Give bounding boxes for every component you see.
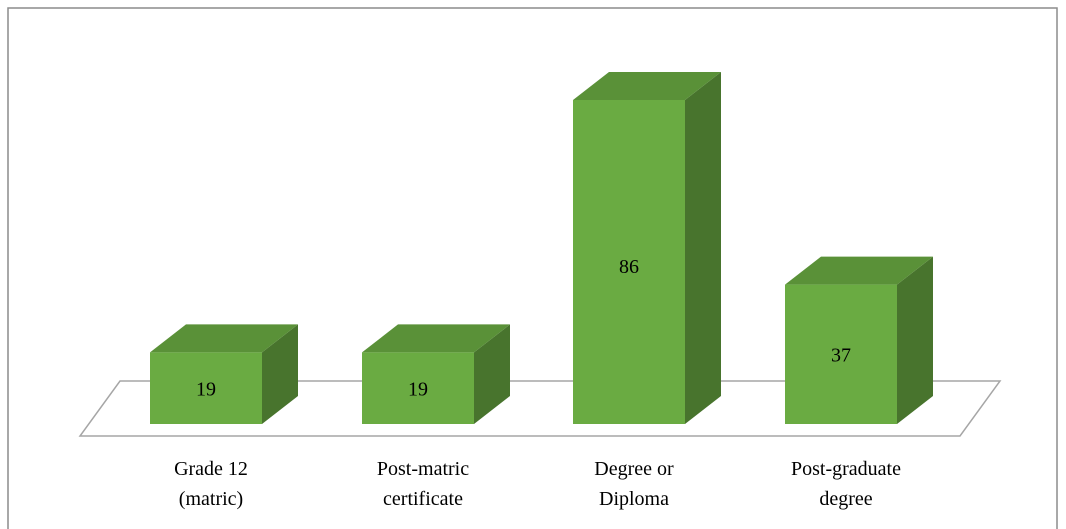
value-label: 37 — [831, 344, 851, 366]
bar-side — [262, 324, 298, 424]
floor — [78, 380, 1002, 437]
x-tick-label: Post-matric certificate — [377, 458, 469, 510]
x-tick-label: Grade 12 (matric) — [174, 458, 248, 510]
bar-top — [362, 324, 510, 353]
bar — [573, 100, 685, 424]
bar — [785, 284, 897, 424]
bar-side — [685, 72, 721, 424]
value-label: 19 — [408, 378, 428, 400]
bar — [362, 352, 474, 424]
x-tick-label: Degree or Diploma — [594, 458, 674, 510]
bar — [150, 352, 262, 424]
bar-top — [573, 72, 721, 100]
x-tick-label: Post-graduate degree — [791, 458, 901, 510]
value-label: 19 — [196, 378, 216, 400]
bar-side — [474, 324, 510, 424]
bar-side — [897, 256, 933, 424]
bar-top — [150, 324, 298, 353]
value-label: 86 — [619, 256, 639, 278]
bar-top — [785, 256, 933, 285]
